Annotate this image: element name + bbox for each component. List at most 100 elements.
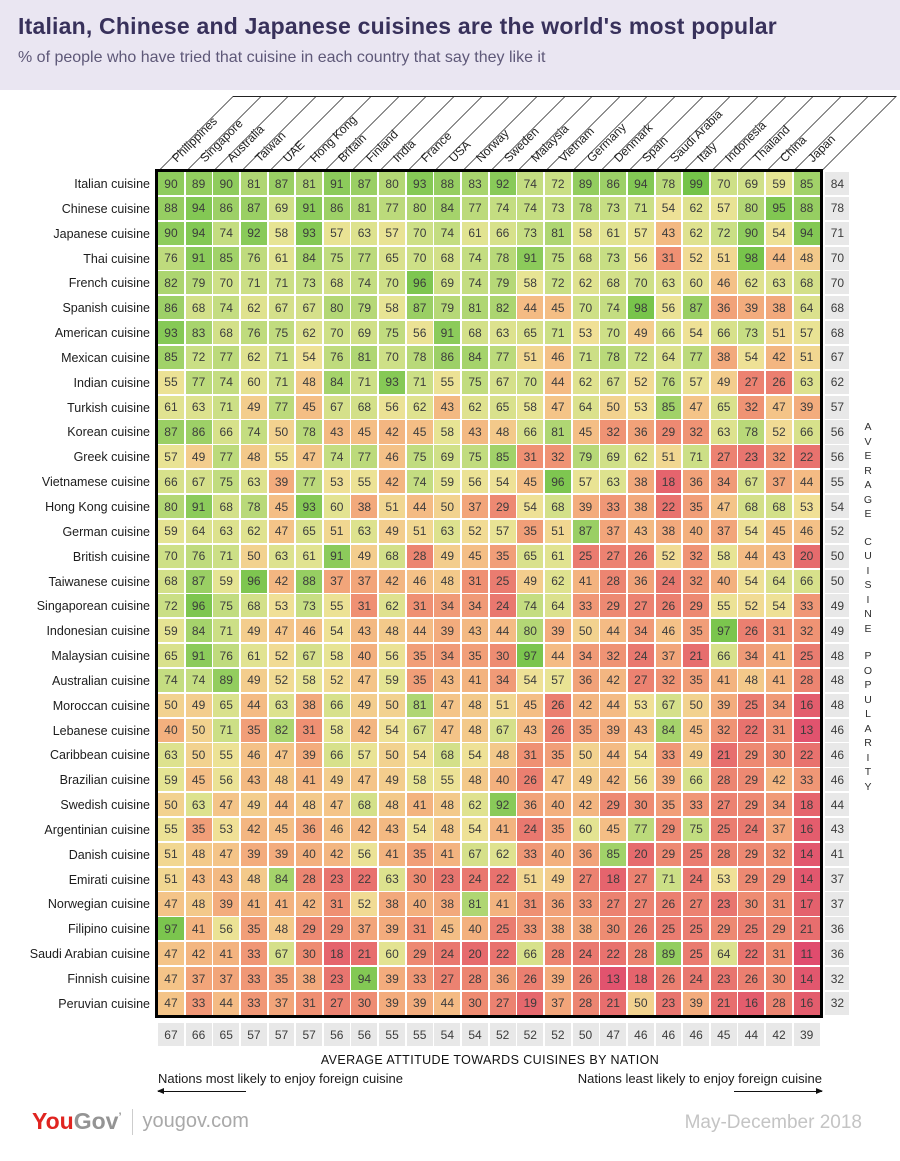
heatmap-cell: 54 (406, 743, 433, 767)
heatmap-cell: 42 (572, 793, 599, 817)
heatmap-cell: 70 (323, 321, 350, 345)
heatmap-cell: 39 (213, 892, 240, 916)
heatmap-cell: 62 (379, 594, 406, 618)
heatmap-cell: 61 (296, 544, 323, 568)
heatmap-cell: 35 (489, 544, 516, 568)
heatmap-cell: 97 (710, 619, 737, 643)
heatmap-cell: 49 (627, 321, 654, 345)
heatmap-cell: 41 (489, 892, 516, 916)
heatmap-cell: 39 (683, 991, 710, 1015)
column-average-cell: 65 (213, 1023, 240, 1047)
heatmap-cell: 75 (544, 246, 571, 270)
heatmap-cell: 62 (462, 793, 488, 817)
heatmap-cell: 75 (406, 445, 433, 469)
heatmap-cell: 51 (489, 693, 516, 717)
heatmap-cell: 52 (268, 668, 295, 692)
heatmap-cell: 43 (627, 718, 654, 742)
heatmap-cell: 50 (158, 693, 184, 717)
heatmap-cell: 48 (296, 793, 323, 817)
heatmap-cell: 42 (379, 470, 406, 494)
heatmap-cell: 91 (296, 196, 323, 220)
heatmap-cell: 28 (627, 942, 654, 966)
heatmap-cell: 27 (627, 867, 654, 891)
heatmap-cell: 44 (738, 544, 765, 568)
row-average-cell: 43 (825, 817, 850, 842)
heatmap-cell: 30 (489, 644, 516, 668)
heatmap-row: Lebanese cuisine 40 50 71 35 82 31 58 42 54 67 47 48… (0, 718, 850, 744)
heatmap-cell: 38 (544, 917, 571, 941)
heatmap-cell: 31 (766, 892, 792, 916)
heatmap-cell: 63 (655, 271, 682, 295)
heatmap-cell: 45 (185, 768, 212, 792)
heatmap-cell: 74 (462, 271, 488, 295)
heatmap-cell: 84 (323, 370, 350, 394)
right-axis-letter: I (866, 564, 870, 577)
heatmap-cell: 43 (462, 420, 488, 444)
heatmap-cell: 54 (296, 345, 323, 369)
heatmap-cell: 28 (766, 991, 792, 1015)
heatmap-cell: 63 (710, 420, 737, 444)
heatmap-cell: 52 (351, 892, 378, 916)
heatmap-cell: 54 (379, 718, 406, 742)
heatmap-cell: 56 (627, 246, 654, 270)
heatmap-cell: 45 (351, 420, 378, 444)
heatmap-cell: 73 (296, 594, 323, 618)
heatmap-cell: 54 (323, 619, 350, 643)
heatmap-cell: 70 (406, 221, 433, 245)
heatmap-cell: 57 (793, 321, 820, 345)
heatmap-cell: 65 (213, 693, 240, 717)
heatmap-cell: 48 (379, 793, 406, 817)
heatmap-cell: 58 (296, 668, 323, 692)
heatmap-cell: 75 (268, 321, 295, 345)
heatmap-cell: 65 (379, 246, 406, 270)
heatmap-cell: 45 (268, 817, 295, 842)
heatmap-cell: 67 (185, 470, 212, 494)
heatmap-cell: 48 (434, 569, 461, 593)
heatmap-cell: 69 (434, 445, 461, 469)
heatmap-cell: 36 (627, 569, 654, 593)
heatmap-cell: 51 (379, 494, 406, 519)
heatmap-cell: 35 (406, 644, 433, 668)
heatmap-cell: 50 (600, 395, 627, 419)
heatmap-cell: 78 (406, 345, 433, 369)
heatmap-row: Vietnamese cuisine 66 67 75 63 39 77 53 55 42 74 59… (0, 470, 850, 495)
heatmap-cell: 81 (462, 296, 488, 320)
heatmap-cell: 29 (655, 842, 682, 866)
heatmap-row: American cuisine 93 83 68 76 75 62 70 69 75 56 91 68… (0, 321, 850, 346)
heatmap-cell: 59 (434, 470, 461, 494)
heatmap-cell: 43 (213, 867, 240, 891)
heatmap-cell: 62 (683, 196, 710, 220)
heatmap-cell: 35 (240, 917, 267, 941)
heatmap-cell: 95 (766, 196, 792, 220)
heatmap-cell: 53 (793, 494, 820, 519)
heatmap-cell: 53 (213, 817, 240, 842)
heatmap-cell: 58 (379, 296, 406, 320)
column-average-cell: 52 (517, 1023, 544, 1047)
heatmap-cell: 62 (296, 321, 323, 345)
heatmap-cell: 66 (655, 321, 682, 345)
heatmap-cell: 83 (185, 321, 212, 345)
heatmap-row: Japanese cuisine 90 94 74 92 58 93 57 63 57 70 74 61… (0, 221, 850, 247)
heatmap-cell: 20 (627, 842, 654, 866)
heatmap-cell: 76 (158, 246, 184, 270)
heatmap-row: Greek cuisine 57 49 77 48 55 47 74 77 46 75 69 75 85 3… (0, 445, 850, 470)
heatmap-cell: 20 (462, 942, 488, 966)
row-label: Australian cuisine (52, 673, 150, 688)
heatmap-row: Indonesian cuisine 59 84 71 49 47 46 54 43 48 44 39… (0, 619, 850, 644)
column-header-france: France (417, 128, 455, 165)
heatmap-cell: 74 (517, 196, 544, 220)
heatmap-cell: 46 (296, 619, 323, 643)
heatmap-cell: 37 (268, 991, 295, 1015)
heatmap-cell: 27 (738, 370, 765, 394)
heatmap-cell: 45 (462, 544, 488, 568)
heatmap-cell: 51 (517, 867, 544, 891)
heatmap-cell: 39 (379, 991, 406, 1015)
column-average-cell: 54 (434, 1023, 461, 1047)
heatmap-cell: 55 (213, 743, 240, 767)
heatmap-cell: 21 (710, 743, 737, 767)
heatmap-cell: 57 (627, 221, 654, 245)
row-average-cell: 41 (825, 842, 850, 866)
heatmap-cell: 33 (240, 991, 267, 1015)
heatmap-cell: 49 (572, 768, 599, 792)
heatmap-cell: 59 (158, 619, 184, 643)
